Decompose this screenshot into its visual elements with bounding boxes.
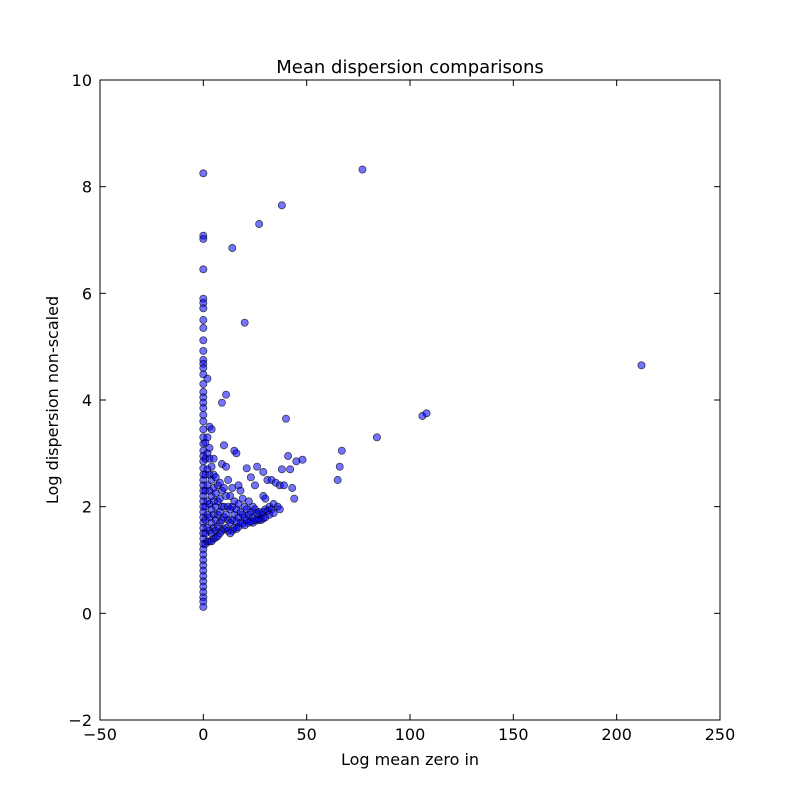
data-point xyxy=(224,476,233,484)
data-point xyxy=(199,404,208,412)
data-point xyxy=(284,452,293,460)
data-point xyxy=(207,425,216,434)
data-point xyxy=(199,265,208,274)
data-point xyxy=(215,478,224,487)
data-point xyxy=(236,486,245,495)
y-tick-label: 6 xyxy=(82,284,92,303)
data-point xyxy=(290,494,299,503)
data-point xyxy=(242,464,251,473)
points-layer xyxy=(199,165,646,611)
data-point xyxy=(240,318,249,327)
data-point xyxy=(199,304,208,313)
x-axis: −50 0 50 100 150 200 250 xyxy=(83,80,735,744)
x-tick-label: 0 xyxy=(198,725,208,744)
y-axis-label: Log dispersion non-scaled xyxy=(43,296,62,504)
data-point xyxy=(288,484,297,492)
data-point xyxy=(358,165,367,174)
x-tick-label: 100 xyxy=(395,725,426,744)
data-point xyxy=(335,462,344,471)
chart-title: Mean dispersion comparisons xyxy=(276,57,543,78)
data-point xyxy=(277,201,286,210)
data-point xyxy=(211,473,220,482)
data-point xyxy=(199,417,208,426)
x-tick-label: 150 xyxy=(498,725,529,744)
data-point xyxy=(199,324,208,332)
data-point xyxy=(203,374,212,383)
data-point xyxy=(255,220,264,228)
y-tick-label: −2 xyxy=(68,711,92,730)
data-point xyxy=(282,414,290,423)
data-point xyxy=(637,361,646,370)
data-point xyxy=(199,380,208,388)
data-point xyxy=(217,398,226,407)
data-point xyxy=(277,465,286,474)
axes-frame xyxy=(99,79,721,721)
data-point xyxy=(199,346,208,355)
data-point xyxy=(261,494,270,503)
data-point xyxy=(259,468,268,476)
data-point xyxy=(269,509,278,518)
data-point xyxy=(244,497,253,506)
data-point xyxy=(337,446,346,455)
data-point xyxy=(226,492,235,500)
y-tick-label: 0 xyxy=(82,604,92,623)
data-point xyxy=(251,481,259,490)
y-tick-label: 8 xyxy=(82,178,92,197)
y-tick-label: 2 xyxy=(82,498,92,517)
x-tick-label: 50 xyxy=(296,725,316,744)
x-tick-label: 200 xyxy=(601,725,632,744)
data-point xyxy=(232,449,241,458)
data-point xyxy=(372,433,381,442)
data-point xyxy=(203,433,212,442)
x-tick-label: −50 xyxy=(83,725,117,744)
data-point xyxy=(199,316,208,324)
y-axis: −2 0 2 4 6 8 10 xyxy=(68,71,720,730)
data-point xyxy=(220,484,228,492)
data-point xyxy=(246,473,255,482)
y-tick-label: 10 xyxy=(72,71,92,90)
data-point xyxy=(222,462,231,471)
data-point xyxy=(199,169,208,178)
y-tick-label: 4 xyxy=(82,391,92,410)
data-point xyxy=(275,505,284,514)
data-point xyxy=(207,462,216,471)
data-point xyxy=(205,444,214,452)
data-point xyxy=(333,476,342,484)
data-point xyxy=(422,409,431,418)
data-point xyxy=(228,244,237,252)
data-point xyxy=(199,602,208,611)
data-point xyxy=(286,465,295,474)
x-axis-label: Log mean zero in xyxy=(341,750,479,769)
data-point xyxy=(222,390,231,399)
data-point xyxy=(298,455,307,464)
data-point xyxy=(209,454,218,463)
data-point xyxy=(199,336,208,345)
x-tick-label: 250 xyxy=(705,725,736,744)
data-point xyxy=(220,441,228,450)
data-point xyxy=(253,462,262,471)
data-point xyxy=(279,481,288,490)
data-point xyxy=(199,234,208,243)
